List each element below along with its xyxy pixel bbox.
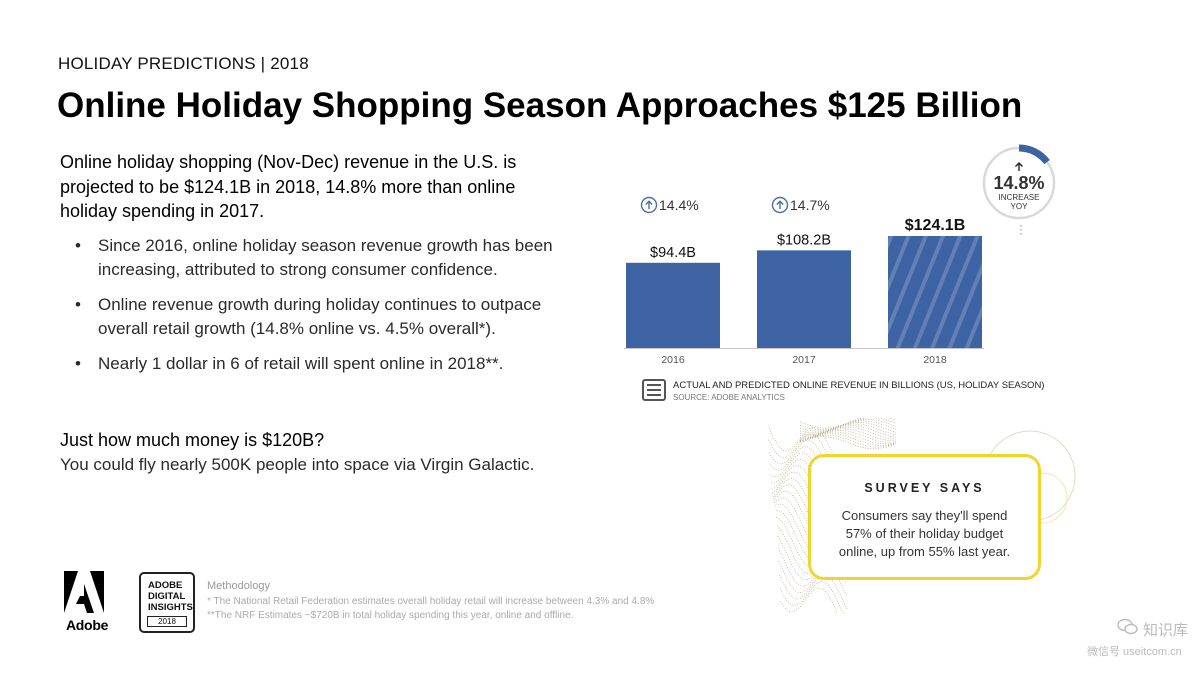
badge-line: INSIGHTS	[148, 602, 193, 613]
dotted-wave-line	[768, 439, 838, 486]
dotted-wave-line	[799, 423, 897, 437]
x-tick-label: 2016	[661, 354, 685, 366]
arrow-up-circle-icon	[640, 196, 658, 214]
bar-value-label: $108.2B	[777, 232, 831, 248]
badge-line: ADOBE	[148, 580, 183, 591]
bar-value-label: $124.1B	[905, 217, 966, 234]
badge-line: DIGITAL	[148, 591, 186, 602]
dotted-wave-line	[799, 436, 897, 450]
callout-label: INCREASE	[999, 193, 1040, 202]
adobe-wordmark: Adobe	[66, 617, 109, 633]
header-kicker: HOLIDAY PREDICTIONS | 2018	[58, 54, 309, 73]
watermark-url: 微信号 useitcom.cn	[1087, 646, 1182, 658]
arrow-up-circle-icon	[771, 196, 789, 214]
chart-legend-title: ACTUAL AND PREDICTED ONLINE REVENUE IN B…	[673, 380, 1045, 391]
dotted-wave-line	[780, 587, 838, 613]
dotted-wave-line	[767, 425, 837, 461]
revenue-bar-chart: $94.4B 2016 14.4% $108.2B 2017 14.7% $124.1B 20…	[600, 140, 1080, 381]
growth-label: 14.4%	[659, 197, 699, 213]
wechat-icon	[1117, 618, 1138, 635]
dotted-wave-line	[799, 434, 897, 448]
adobe-logo-icon	[64, 571, 104, 613]
bullet-list: Since 2016, online holiday season revenu…	[72, 234, 572, 387]
adobe-digital-insights-badge: ADOBE DIGITAL INSIGHTS 2018	[139, 572, 195, 633]
dotted-wave-line	[799, 426, 897, 440]
page-title: Online Holiday Shopping Season Approache…	[57, 86, 1023, 125]
bullet-item: Online revenue growth during holiday con…	[72, 293, 572, 341]
dotted-wave-line	[779, 581, 844, 613]
dotted-wave-line	[799, 431, 897, 445]
dotted-wave-line	[799, 433, 897, 446]
callout-arrow-up-icon	[1015, 162, 1023, 171]
bar-2017	[757, 250, 851, 348]
chart-svg: $94.4B 2016 14.4% $108.2B 2017 14.7% $124.1B 20…	[624, 144, 1056, 366]
x-tick-label: 2018	[923, 354, 947, 366]
arrow-up-icon	[776, 200, 784, 209]
arrow-up-icon	[645, 200, 653, 209]
intro-lead: Online holiday shopping (Nov-Dec) revenu…	[60, 152, 517, 221]
dotted-wave-line	[799, 422, 897, 435]
methodology-title: Methodology	[207, 580, 270, 592]
survey-callout: SURVEY SAYS Consumers say they'll spend …	[808, 454, 1041, 580]
bullet-item: Nearly 1 dollar in 6 of retail will spen…	[72, 352, 572, 376]
x-tick-label: 2017	[792, 354, 816, 366]
survey-text: Consumers say they'll spend 57% of their…	[838, 508, 1011, 559]
bar-2018	[888, 236, 982, 348]
callout-value: 14.8%	[993, 173, 1044, 193]
dotted-wave-line	[799, 420, 897, 434]
callout-label: YOY	[1011, 202, 1029, 211]
methodology-note: * The National Retail Federation estimat…	[207, 596, 655, 607]
question-heading: Just how much money is $120B?	[60, 430, 325, 450]
dotted-wave-line	[779, 574, 848, 610]
dotted-wave-line	[799, 430, 897, 443]
watermark-name: 知识库	[1143, 622, 1189, 639]
bullet-item: Since 2016, online holiday season revenu…	[72, 234, 572, 282]
bar-2016	[626, 262, 720, 348]
survey-title: SURVEY SAYS	[864, 481, 985, 495]
question-answer: You could fly nearly 500K people into sp…	[60, 455, 535, 474]
chart-source: SOURCE: ADOBE ANALYTICS	[673, 393, 785, 402]
dotted-wave-line	[774, 497, 843, 549]
bar-value-label: $94.4B	[650, 245, 696, 261]
adobe-digital-insights-icon	[642, 379, 666, 401]
dotted-wave-line	[799, 418, 897, 432]
badge-year: 2018	[147, 616, 187, 627]
methodology-note: **The NRF Estimates ~$720B in total holi…	[207, 610, 574, 621]
growth-label: 14.7%	[790, 197, 830, 213]
dotted-wave-line	[799, 428, 897, 442]
callout-progress-arc	[1018, 144, 1050, 165]
